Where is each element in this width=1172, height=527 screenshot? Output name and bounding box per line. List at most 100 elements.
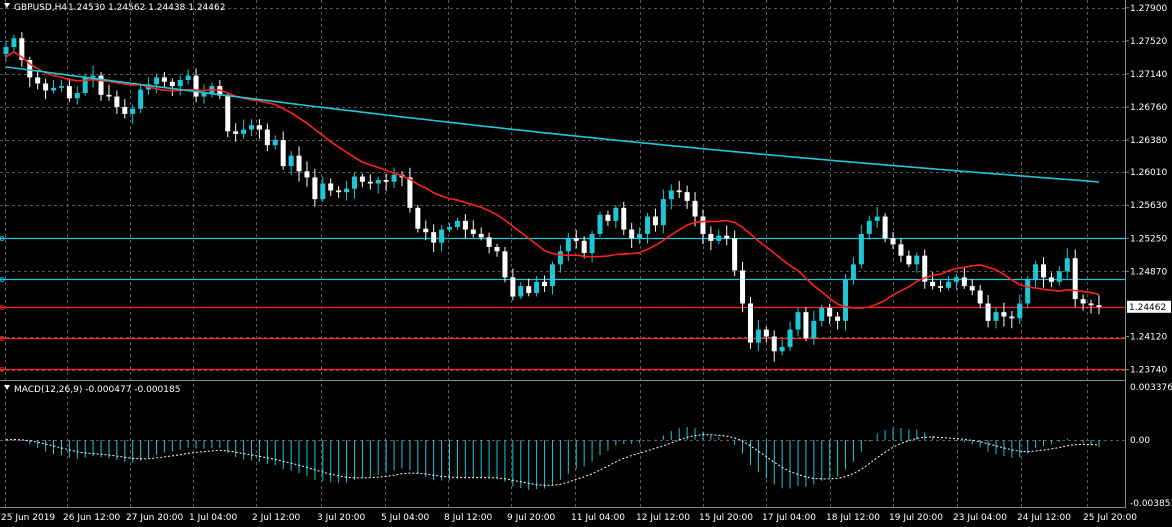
candle <box>1080 294 1086 311</box>
macd-histogram <box>5 426 1100 490</box>
candle <box>747 296 753 349</box>
price-tick-label: 1.25630 <box>1130 201 1167 211</box>
candle <box>534 275 540 297</box>
candle <box>193 68 199 103</box>
ma-fast-line[interactable] <box>5 50 1100 309</box>
level-handle[interactable] <box>0 236 5 241</box>
candle <box>328 178 334 196</box>
candle <box>961 268 967 289</box>
current-price-tag: 1.24462 <box>1127 300 1171 313</box>
ma-slow-line[interactable] <box>5 66 1100 183</box>
price-tick-label: 1.26760 <box>1130 103 1167 113</box>
candle <box>383 173 389 192</box>
time-tick-label: 17 Jul 04:00 <box>762 513 816 523</box>
candle <box>161 72 167 88</box>
time-tick-label: 18 Jul 12:00 <box>826 513 880 523</box>
candle <box>391 167 397 189</box>
level-handle[interactable] <box>0 305 5 310</box>
candle <box>645 212 651 244</box>
candle <box>621 201 627 236</box>
candle <box>296 146 302 182</box>
candle <box>866 215 872 240</box>
candle <box>660 189 666 234</box>
candle <box>732 230 738 277</box>
candle <box>1009 310 1015 329</box>
time-tick-label: 15 Jul 20:00 <box>699 513 753 523</box>
time-tick-label: 11 Jul 04:00 <box>571 513 625 523</box>
time-tick-label: 19 Jul 20:00 <box>889 513 943 523</box>
candle <box>692 192 698 227</box>
price-tick-label: 1.26380 <box>1130 136 1167 146</box>
candle <box>320 176 326 202</box>
chevron-down-icon[interactable] <box>4 3 10 8</box>
time-tick-label: 5 Jul 04:00 <box>381 513 430 523</box>
candle <box>201 84 207 105</box>
candle <box>336 186 342 198</box>
candle <box>431 224 437 253</box>
horizontal-levels <box>0 236 1125 372</box>
time-tick-label: 8 Jul 12:00 <box>444 513 493 523</box>
candle <box>264 123 270 152</box>
candle <box>518 282 524 300</box>
candle <box>359 173 365 188</box>
candle <box>19 32 25 67</box>
candle <box>755 320 761 351</box>
ohlc-readout: 1.24530 1.24562 1.24438 1.24462 <box>68 3 225 13</box>
candle <box>1048 272 1054 288</box>
candle <box>1072 249 1078 308</box>
candle <box>447 223 453 233</box>
macd-tick-label: 0.00 <box>1130 436 1150 446</box>
candle <box>185 69 191 85</box>
candle <box>90 65 96 88</box>
price-tick-label: 1.26010 <box>1130 168 1167 178</box>
candle <box>510 268 516 301</box>
candle <box>415 205 421 233</box>
price-tick-label: 1.24120 <box>1130 333 1167 343</box>
candle <box>470 220 476 238</box>
candle <box>169 78 175 96</box>
level-handle[interactable] <box>0 277 5 282</box>
candle <box>969 279 975 296</box>
candle <box>945 276 951 291</box>
candle <box>708 226 714 250</box>
candle <box>542 275 548 292</box>
price-tick-label: 1.23740 <box>1130 366 1167 376</box>
candle <box>1096 295 1102 315</box>
candle <box>740 261 746 313</box>
candle <box>858 224 864 269</box>
candle <box>1088 299 1094 314</box>
candle <box>565 233 571 262</box>
candle <box>1025 275 1031 308</box>
chevron-down-icon[interactable] <box>4 385 10 390</box>
candle <box>43 78 49 100</box>
candle <box>225 92 231 138</box>
candle <box>629 222 635 248</box>
time-tick-label: 27 Jun 20:00 <box>126 513 183 523</box>
candle <box>478 227 484 241</box>
level-handle[interactable] <box>0 367 5 372</box>
candle <box>652 208 658 232</box>
candle <box>502 246 508 283</box>
moving-averages <box>5 50 1100 309</box>
candle <box>1064 248 1070 279</box>
candle <box>605 210 611 226</box>
price-tick-label: 1.27900 <box>1130 4 1167 14</box>
candle <box>312 168 318 207</box>
candle <box>668 184 674 210</box>
time-tick-label: 24 Jul 12:00 <box>1017 513 1071 523</box>
candle <box>906 250 912 268</box>
candle <box>494 243 500 257</box>
price-tick-label: 1.24870 <box>1130 267 1167 277</box>
level-handle[interactable] <box>0 336 5 341</box>
candle <box>684 185 690 209</box>
candle <box>98 72 104 101</box>
candle <box>454 217 460 230</box>
candle <box>850 257 856 285</box>
candle <box>676 180 682 199</box>
candle <box>1033 260 1039 288</box>
time-tick-label: 9 Jul 20:00 <box>507 513 556 523</box>
macd-signal-line <box>5 434 1100 486</box>
candle <box>993 307 999 329</box>
time-tick-label: 3 Jul 20:00 <box>317 513 366 523</box>
